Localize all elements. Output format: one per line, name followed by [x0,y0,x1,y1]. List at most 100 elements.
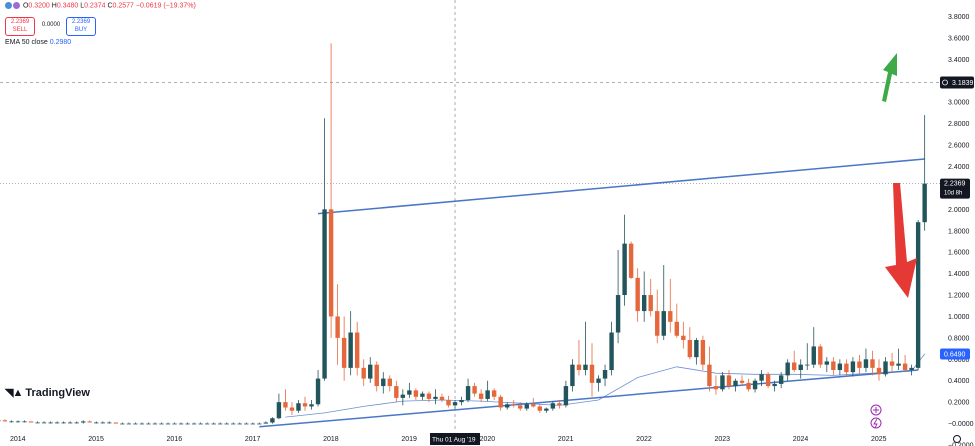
ema-value: 0.2980 [49,39,72,46]
countdown-text: 10d 8h [944,191,962,197]
candle-body [211,423,216,425]
y-tick-label: 1.4000 [948,271,970,278]
candle-body [218,423,223,425]
candle-body [400,394,406,398]
y-tick-label: 0.2000 [948,400,970,407]
lower-trendline [259,369,919,428]
candle-body [602,370,608,379]
x-tick-label: 2015 [88,436,104,443]
candle-body [22,421,27,423]
candle-body [511,404,516,406]
ema-label: EMA 50 close [5,39,48,46]
candle-body [635,277,640,312]
candle-body [831,361,836,371]
tradingview-icon: ◥▲ [5,387,23,399]
candle-body [368,364,373,379]
candle-body [2,420,8,422]
y-tick-label: 3.8000 [948,14,970,21]
candle-body [824,361,830,365]
candle-body [309,404,314,407]
candle-body [628,243,634,278]
candle-body [876,367,882,375]
candle-body [54,422,60,424]
sell-button[interactable]: 2.2369 SELL [5,17,35,36]
candle-body [87,421,92,423]
candle-body [354,332,360,368]
candle-body [655,311,660,336]
candle-body [818,346,823,365]
candles [0,43,927,425]
candle-body [713,386,719,390]
candle-body [263,422,269,424]
candle-body [778,375,784,384]
y-tick-label: 2.6000 [948,143,970,150]
candle-body [165,423,171,425]
settings-gear-icon [953,435,961,443]
buy-button[interactable]: 2.2369 BUY [66,17,96,36]
candle-body [518,405,523,409]
candle-body [67,422,73,424]
candle-body [172,423,177,425]
add-alert-icon [942,79,948,86]
candle-body [772,383,777,387]
sell-price: 2.2369 [10,19,30,25]
candle-body [244,423,249,425]
ema-price-badge [940,348,970,360]
candle-body [544,408,549,411]
ohlc-key-c: C [107,2,113,10]
candle-body [459,400,464,403]
candle-body [589,364,595,383]
candle-body [563,386,569,406]
candle-body [909,367,914,371]
candle-body [726,375,732,387]
ema-legend[interactable]: EMA 50 close 0.2980 [5,39,71,46]
ohlc-key-l: L [80,2,85,10]
candle-body [883,361,888,375]
candle-body [498,396,503,408]
candle-body [302,403,308,407]
candle-body [387,378,392,387]
candle-body [465,386,471,401]
candle-body [191,423,197,425]
candle-body [557,403,562,406]
candle-body [668,311,673,322]
candle-body [524,404,529,409]
change-value: −0.0619 (−19.37%) [135,2,196,10]
x-tick-label: 2024 [793,436,809,443]
candle-body [622,243,627,296]
x-tick-label: 2021 [558,436,574,443]
candle-body [361,367,366,379]
candle-body [505,404,510,408]
y-tick-label: 1.0000 [948,314,970,321]
candle-body [374,364,379,387]
y-tick-label: 0.6000 [948,357,970,364]
candle-body [100,422,105,424]
y-tick-label: 1.6000 [948,250,970,257]
candle-body [81,421,86,423]
candle-body [198,423,203,425]
ohlc-value-h: 0.3480 [56,2,81,10]
last-price-badge [940,178,970,199]
candle-body [231,423,236,425]
candle-body [341,337,347,368]
candle-body [276,402,282,419]
candle-body [335,316,340,338]
candle-body [204,423,210,425]
event-lightning-icon [870,417,882,429]
exchange-icon [13,2,20,9]
candle-body [570,364,575,387]
candle-body [694,340,699,358]
candle-body [752,380,758,390]
ohlc-key-o: O [22,2,29,10]
y-tick-label: 0.8000 [948,335,970,342]
x-tick-label: 2018 [323,436,339,443]
candle-body [837,363,843,371]
tradingview-logo[interactable]: ◥▲ TradingView [5,386,90,399]
candle-body [439,396,445,401]
y-tick-label: 2.4000 [948,164,970,171]
candle-body [785,362,790,376]
candle-body [224,423,229,425]
candle-body [550,403,556,409]
candle-body [805,364,810,366]
